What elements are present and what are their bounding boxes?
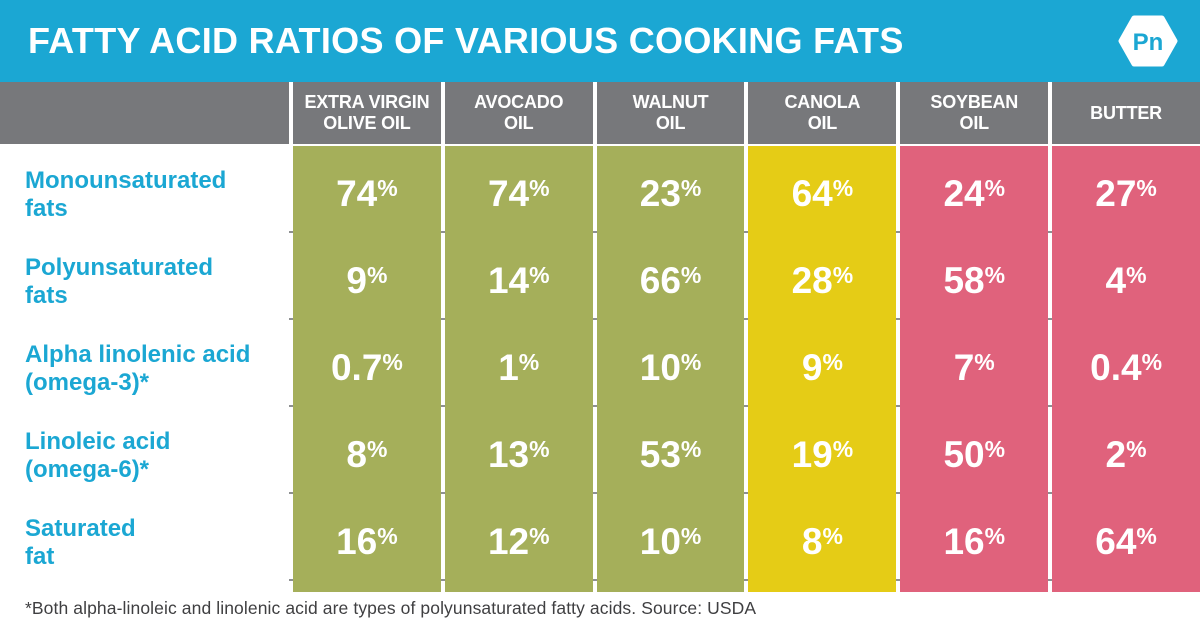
value-cell: 14% bbox=[444, 233, 593, 331]
value-cell: 16% bbox=[293, 494, 441, 592]
value-cell: 24% bbox=[900, 146, 1049, 244]
value-cell: 13% bbox=[444, 407, 593, 505]
value-cell: 0.4% bbox=[1052, 320, 1200, 418]
column-header-canola-oil: CANOLA OIL bbox=[748, 82, 897, 144]
row-label: Monounsaturated fats bbox=[0, 146, 289, 244]
value-cell: 1% bbox=[444, 320, 593, 418]
value-cell: 8% bbox=[293, 407, 441, 505]
value-cell: 8% bbox=[748, 494, 897, 592]
fat-table: EXTRA VIRGIN OLIVE OIL AVOCADO OIL WALNUT … bbox=[0, 82, 1200, 592]
value-cell: 53% bbox=[596, 407, 745, 505]
column-header-soybean-oil: SOYBEAN OIL bbox=[900, 82, 1049, 144]
infographic-title: FATTY ACID RATIOS OF VARIOUS COOKING FAT… bbox=[28, 20, 904, 61]
pn-logo: Pn bbox=[1118, 13, 1178, 69]
row-label: Linoleic acid (omega-6)* bbox=[0, 407, 289, 505]
value-cell: 74% bbox=[444, 146, 593, 244]
row-linoleic-acid-omega-6: Linoleic acid (omega-6)* 8% 13% 53% 19% 50% 2% bbox=[0, 405, 1200, 505]
row-label: Polyunsaturated fats bbox=[0, 233, 289, 331]
value-cell: 10% bbox=[596, 494, 745, 592]
value-cell: 74% bbox=[293, 146, 441, 244]
column-header-row: EXTRA VIRGIN OLIVE OIL AVOCADO OIL WALNUT … bbox=[0, 82, 1200, 144]
value-cell: 9% bbox=[293, 233, 441, 331]
value-cell: 50% bbox=[900, 407, 1049, 505]
value-cell: 27% bbox=[1052, 146, 1200, 244]
value-cell: 58% bbox=[900, 233, 1049, 331]
column-header-walnut-oil: WALNUT OIL bbox=[596, 82, 745, 144]
value-cell: 64% bbox=[748, 146, 897, 244]
value-cell: 4% bbox=[1052, 233, 1200, 331]
corner-cell bbox=[0, 82, 289, 144]
value-cell: 19% bbox=[748, 407, 897, 505]
value-cell: 2% bbox=[1052, 407, 1200, 505]
value-cell: 12% bbox=[444, 494, 593, 592]
logo-text: Pn bbox=[1133, 29, 1164, 56]
value-cell: 23% bbox=[596, 146, 745, 244]
value-cell: 7% bbox=[900, 320, 1049, 418]
title-bar: FATTY ACID RATIOS OF VARIOUS COOKING FAT… bbox=[0, 0, 1200, 82]
footnote: *Both alpha-linoleic and linolenic acid … bbox=[25, 597, 757, 618]
value-cell: 0.7% bbox=[293, 320, 441, 418]
row-alpha-linolenic-acid-omega-3: Alpha linolenic acid (omega-3)* 0.7% 1% 10%… bbox=[0, 318, 1200, 418]
value-cell: 66% bbox=[596, 233, 745, 331]
row-saturated-fat: Saturated fat 16% 12% 10% 8% 16% 64% bbox=[0, 492, 1200, 592]
row-polyunsaturated-fats: Polyunsaturated fats 9% 14% 66% 28% 58% 4% bbox=[0, 231, 1200, 331]
column-header-butter: BUTTER bbox=[1052, 82, 1200, 144]
value-cell: 64% bbox=[1052, 494, 1200, 592]
value-cell: 9% bbox=[748, 320, 897, 418]
value-cell: 10% bbox=[596, 320, 745, 418]
logo-hexagon-icon: Pn bbox=[1118, 15, 1178, 67]
value-cell: 28% bbox=[748, 233, 897, 331]
row-label: Saturated fat bbox=[0, 494, 289, 592]
row-monounsaturated-fats: Monounsaturated fats 74% 74% 23% 64% 24% 27% bbox=[0, 146, 1200, 244]
column-header-avocado-oil: AVOCADO OIL bbox=[444, 82, 593, 144]
table-rows: Monounsaturated fats 74% 74% 23% 64% 24% 27% Po… bbox=[0, 146, 1200, 592]
value-cell: 16% bbox=[900, 494, 1049, 592]
row-label: Alpha linolenic acid (omega-3)* bbox=[0, 320, 289, 418]
column-header-extra-virgin-olive-oil: EXTRA VIRGIN OLIVE OIL bbox=[293, 82, 441, 144]
